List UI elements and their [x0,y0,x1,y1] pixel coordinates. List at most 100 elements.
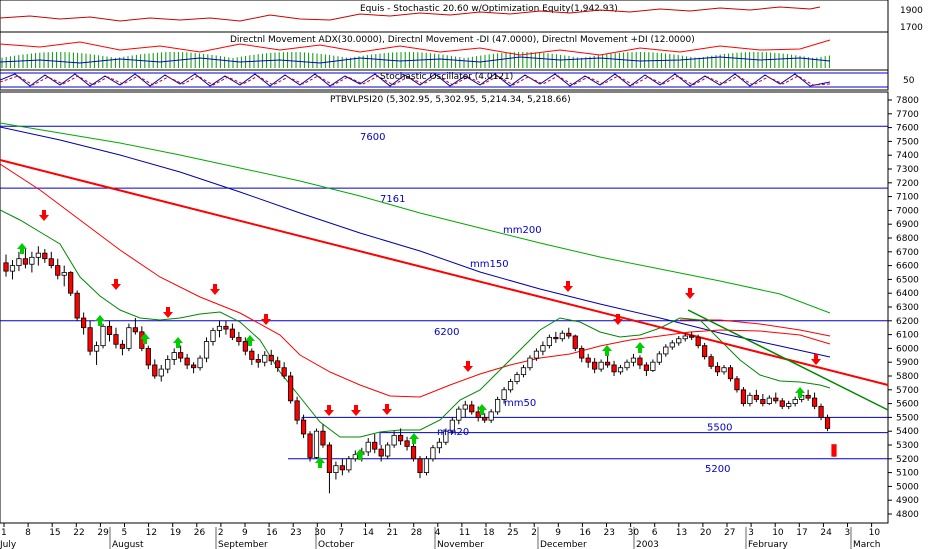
y-tick-label: 6300 [896,303,919,313]
stochastic-panel: Stochastic Oscillator (4.0121) 50 [0,69,915,91]
y-tick-label: 5600 [896,400,919,410]
y-tick-label: 6500 [896,275,919,285]
candle-body [165,359,171,370]
y-tick-label: 6600 [896,262,919,272]
buy-arrow-icon [245,335,255,346]
sell-arrow-icon [210,284,220,295]
candle-body [669,342,675,348]
candle-body [734,378,740,391]
label-mm200: mm200 [503,225,542,236]
level-label: 6200 [434,327,459,338]
x-day-label: 14 [363,528,375,538]
candle-body [689,335,695,338]
sell-arrow-icon [111,279,121,290]
candle-body [592,361,598,370]
candle [410,443,417,462]
candle [656,351,662,365]
x-day-label: 10 [869,528,881,538]
candle-body [410,445,417,460]
candle [734,376,740,393]
candle-body [430,447,436,460]
x-day-label: 6 [652,528,658,538]
candle-body [443,430,449,443]
candle [443,428,449,445]
x-day-label: 2 [218,528,224,538]
x-month-label: December [540,540,587,549]
candle [727,364,734,382]
x-day-label: 18 [483,528,495,538]
candle [397,428,404,445]
candle [572,334,578,352]
candle [223,320,229,335]
y-tick-label: 7400 [896,151,919,161]
candle-body [436,441,443,449]
candle [559,330,565,342]
candle [824,414,831,432]
x-day-label: 24 [820,528,832,538]
candle-body [236,336,242,342]
buy-arrow-icon [409,433,419,444]
candle [184,353,190,370]
candle-body [831,444,837,457]
x-day-label: 30 [628,528,640,538]
x-axis: 1 8 15 22 29 5 12 19 26 2 9 16 23 30 7 14 21 28 4 11 18 25 2 9 1… [0,522,888,549]
y-tick-label: 6100 [896,331,919,341]
candle [145,345,151,370]
candle-body [152,364,158,377]
candle [81,312,87,335]
level-label: 7161 [380,194,405,205]
candle-body [779,400,785,407]
sell-arrow-icon [39,210,49,221]
label-mm20: mm20 [437,427,469,438]
candle [462,400,468,418]
buy-arrow-icon [17,243,27,254]
candle-body [61,272,67,276]
x-day-label: 21 [387,528,398,538]
candle [488,409,494,423]
label-mm50: mm50 [504,398,536,409]
dmi-panel-title: Directnl Movement ADX(30.0000), Directnl… [230,35,695,45]
candle [753,389,759,403]
candle-body [3,262,9,272]
y-tick-label: 5100 [896,469,919,479]
candle [320,424,326,448]
sell-arrow-icon [382,404,392,415]
x-day-label: 9 [555,528,561,538]
candle-body [507,381,514,391]
candle [436,438,443,454]
candle-body [268,354,274,362]
x-day-label: 7 [338,528,344,538]
dmi-plus-di-line [0,56,831,64]
x-day-label: 16 [266,528,278,538]
candle [294,396,300,425]
candle [495,396,501,415]
candle [216,320,223,338]
level-label: 5500 [707,422,732,433]
stochastic-panel-frame [0,69,889,91]
candle-body [35,252,41,258]
dmi-minus-di-line [0,39,831,56]
candle [113,327,119,349]
label-mm150: mm150 [470,259,509,270]
y-tick-label: 5200 [896,455,919,465]
x-month-label: August [112,540,144,549]
candle-body [676,338,682,344]
candle-body [553,336,559,340]
candle-body [501,389,507,400]
candle-body [482,416,488,421]
sell-arrow-icon [324,405,334,416]
candle-body [184,357,190,366]
candle-body [93,345,100,352]
candle-body [643,364,650,371]
x-day-label: 30 [314,528,326,538]
x-day-label: 26 [194,528,206,538]
x-day-label: 13 [676,528,687,538]
candle-body [307,433,313,458]
candle [689,331,695,341]
candle [365,438,371,457]
candle-body [190,364,197,369]
x-month-label: March [853,540,880,549]
candle [249,348,255,365]
candle-body [87,327,93,352]
